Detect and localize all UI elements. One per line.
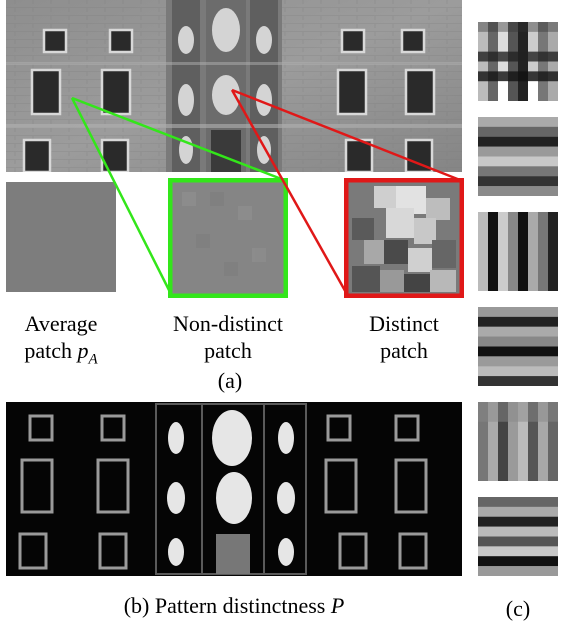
building-photo	[6, 0, 462, 172]
caption-b: (b) Pattern distinctness P	[6, 592, 462, 619]
pattern-distinctness-map	[6, 402, 462, 576]
average-caption-line2: patch pA	[0, 337, 122, 373]
nondistinct-caption-line1: Non-distinct	[173, 311, 283, 336]
average-patch	[6, 182, 116, 292]
caption-c: (c)	[505, 596, 531, 621]
average-patch-caption: Average patch pA	[0, 310, 122, 373]
basis-patch-6	[478, 497, 558, 576]
average-caption-word: patch	[24, 338, 72, 363]
caption-b-math: P	[330, 593, 345, 618]
average-caption-math: p	[77, 338, 89, 363]
basis-patch-4	[478, 307, 558, 386]
non-distinct-patch	[168, 178, 288, 298]
nondistinct-patch-caption: Non-distinct patch	[150, 310, 306, 364]
distinct-patch	[344, 178, 464, 298]
distinct-patch-caption: Distinct patch	[340, 310, 468, 364]
average-caption-subscript: A	[88, 351, 98, 368]
caption-b-text: (b) Pattern distinctness	[123, 593, 326, 618]
distinct-caption-line1: Distinct	[369, 311, 439, 336]
basis-patch-2	[478, 117, 558, 196]
average-caption-line1: Average	[24, 311, 98, 336]
basis-patch-3	[478, 212, 558, 291]
basis-patch-5	[478, 402, 558, 481]
basis-patch-1	[478, 22, 558, 101]
basis-patch-column	[478, 22, 558, 582]
distinct-caption-line2: patch	[380, 338, 428, 363]
nondistinct-caption-line2: patch	[204, 338, 252, 363]
caption-a: (a)	[217, 368, 243, 393]
